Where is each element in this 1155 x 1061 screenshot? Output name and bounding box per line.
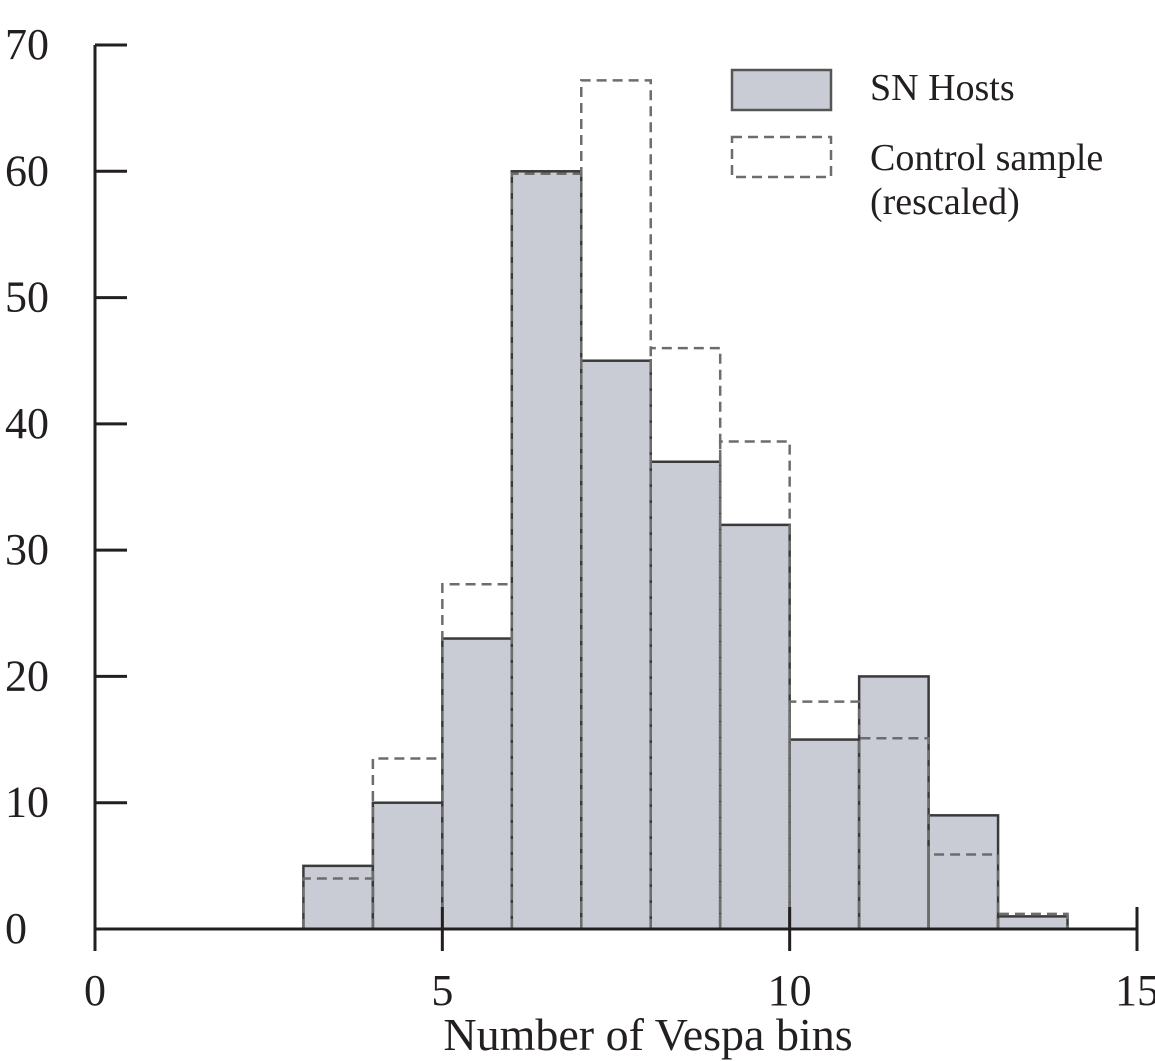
legend-label: (rescaled) [870,181,1020,223]
sn-hosts-bar [649,460,722,931]
x-tick-label: 5 [431,966,453,1015]
x-tick-label: 0 [84,966,106,1015]
legend: SN Hosts Control sample(rescaled) [730,67,1103,223]
x-axis-title: Number of Vespa bins [443,1009,852,1060]
sn-hosts-bars [302,170,1069,931]
sn-hosts-bar [996,915,1069,931]
axes [93,43,1139,951]
legend-swatch-control-sample [730,135,833,179]
control-sample-outline [302,79,1069,929]
sn-hosts-bar [718,523,791,931]
sn-hosts-bar [441,637,514,931]
sn-hosts-bar [510,170,583,931]
sn-hosts-bar [788,738,861,931]
y-tick-label: 10 [5,778,49,827]
control-sample-step [580,79,652,929]
y-tick-label: 50 [5,273,49,322]
y-tick-label: 40 [5,399,49,448]
control-sample-step [927,853,1000,929]
control-sample-step [718,440,791,929]
legend-swatch-sn-hosts [730,68,833,112]
y-tick-label: 20 [5,651,49,700]
y-tick-label: 30 [5,525,49,574]
legend-label: Control sample [870,137,1103,179]
tick-labels: 0 10 20 30 40 50 60 70 0 5 10 15 [5,20,1155,1015]
sn-hosts-bar [857,675,930,931]
y-tick-label: 70 [5,20,49,69]
y-tick-label: 0 [5,904,27,953]
sn-hosts-bar [580,359,652,931]
control-sample-step [649,346,722,929]
control-sample-step [857,737,930,929]
x-tick-label: 15 [1115,966,1155,1015]
sn-hosts-bar [371,801,444,931]
control-sample-step [788,700,861,929]
legend-label: SN Hosts [870,67,1015,109]
sn-hosts-bar [927,814,1000,931]
control-sample-step [996,912,1069,929]
y-tick-label: 60 [5,146,49,195]
sn-hosts-bar [302,864,375,931]
x-tick-label: 10 [768,966,812,1015]
